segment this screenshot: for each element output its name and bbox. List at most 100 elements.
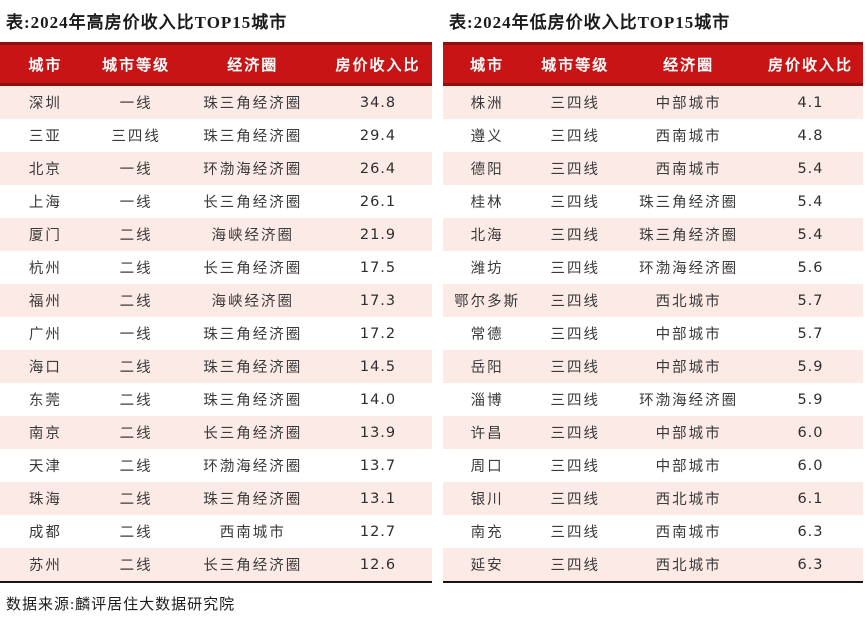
table-cell: 三四线 (550, 327, 601, 343)
table-row: 岳阳 三四线 中部城市 5.9 (443, 350, 863, 383)
table-row: 福州 二线 海峡经济圈 17.3 (0, 284, 432, 317)
table-cell: 桂林 (470, 195, 504, 211)
table-cell: 三四线 (550, 294, 601, 310)
table-cell: 三四线 (550, 261, 601, 277)
table-row: 成都 二线 西南城市 12.7 (0, 515, 432, 548)
table-cell: 岳阳 (470, 360, 504, 376)
table-row: 淄博 三四线 环渤海经济圈 5.9 (443, 383, 863, 416)
table-row: 天津 二线 环渤海经济圈 13.7 (0, 449, 432, 482)
table-cell: 一线 (119, 162, 153, 178)
table-cell: 西南城市 (655, 129, 722, 145)
header-row: 城市 城市等级 经济圈 房价收入比 (0, 42, 432, 86)
table-cell: 上海 (28, 195, 62, 211)
table-row: 延安 三四线 西北城市 6.3 (443, 548, 863, 581)
table-row: 深圳 一线 珠三角经济圈 34.8 (0, 86, 432, 119)
table-cell: 珠三角经济圈 (203, 327, 303, 343)
table-row: 北京 一线 环渤海经济圈 26.4 (0, 152, 432, 185)
table-cell: 许昌 (470, 426, 504, 442)
table-cell: 长三角经济圈 (203, 261, 303, 277)
header-row: 城市 城市等级 经济圈 房价收入比 (443, 42, 863, 86)
table-cell: 福州 (28, 294, 62, 310)
table-cell: 5.9 (797, 391, 824, 408)
table-cell: 三亚 (28, 129, 62, 145)
table-cell: 一线 (119, 195, 153, 211)
table-cell: 南充 (470, 525, 504, 541)
table-cell: 12.6 (359, 556, 397, 573)
table-cell: 三四线 (550, 459, 601, 475)
table-cell: 西北城市 (655, 558, 722, 574)
table-cell: 环渤海经济圈 (639, 261, 739, 277)
column-header: 经济圈 (181, 42, 324, 86)
table-cell: 5.6 (797, 259, 824, 276)
table-cell: 银川 (470, 492, 504, 508)
table-cell: 珠三角经济圈 (203, 393, 303, 409)
table-cell: 29.4 (359, 127, 397, 144)
table-cell: 延安 (470, 558, 504, 574)
column-header: 经济圈 (619, 42, 758, 86)
table-cell: 17.3 (359, 292, 397, 309)
table-cell: 珠三角经济圈 (203, 96, 303, 112)
table-cell: 6.3 (797, 523, 824, 540)
table-cell: 东莞 (28, 393, 62, 409)
table-cell: 株洲 (470, 96, 504, 112)
table-cell: 二线 (119, 360, 153, 376)
table-row: 北海 三四线 珠三角经济圈 5.4 (443, 218, 863, 251)
table-title-low-ratio: 表:2024年低房价收入比TOP15城市 (449, 13, 731, 32)
table-cell: 珠三角经济圈 (203, 360, 303, 376)
table-row: 三亚 三四线 珠三角经济圈 29.4 (0, 119, 432, 152)
table-cell: 西北城市 (655, 492, 722, 508)
table-cell: 34.8 (359, 94, 397, 111)
table-cell: 5.9 (797, 358, 824, 375)
table-row: 德阳 三四线 西南城市 5.4 (443, 152, 863, 185)
table-cell: 遵义 (470, 129, 504, 145)
table-cell: 长三角经济圈 (203, 426, 303, 442)
table-cell: 海峡经济圈 (211, 294, 294, 310)
table-cell: 成都 (28, 525, 62, 541)
table-cell: 北京 (28, 162, 62, 178)
table-cell: 二线 (119, 492, 153, 508)
table-cell: 26.1 (359, 193, 397, 210)
table-cell: 厦门 (28, 228, 62, 244)
table-cell: 长三角经济圈 (203, 195, 303, 211)
table-cell: 中部城市 (655, 360, 722, 376)
table-cell: 环渤海经济圈 (203, 162, 303, 178)
table-cell: 环渤海经济圈 (203, 459, 303, 475)
table-cell: 海峡经济圈 (211, 228, 294, 244)
table-cell: 淄博 (470, 393, 504, 409)
table-cell: 苏州 (28, 558, 62, 574)
table-cell: 4.1 (797, 94, 824, 111)
table-cell: 三四线 (550, 129, 601, 145)
table-cell: 海口 (28, 360, 62, 376)
table-cell: 西南城市 (655, 162, 722, 178)
table-row: 海口 二线 珠三角经济圈 14.5 (0, 350, 432, 383)
table-cell: 西南城市 (655, 525, 722, 541)
table-row: 南充 三四线 西南城市 6.3 (443, 515, 863, 548)
column-header: 城市 (443, 42, 532, 86)
table-row: 桂林 三四线 珠三角经济圈 5.4 (443, 185, 863, 218)
table-cell: 三四线 (550, 426, 601, 442)
table-cell: 广州 (28, 327, 62, 343)
tables-row: 表:2024年高房价收入比TOP15城市 城市 城市等级 经济圈 房价收入比 深圳 一线珠… (0, 6, 867, 583)
table-cell: 珠三角经济圈 (203, 492, 303, 508)
table-row: 杭州 二线 长三角经济圈 17.5 (0, 251, 432, 284)
table-cell: 潍坊 (470, 261, 504, 277)
table-cell: 周口 (470, 459, 504, 475)
table-cell: 13.1 (359, 490, 397, 507)
table-cell: 17.2 (359, 325, 397, 342)
table-cell: 中部城市 (655, 459, 722, 475)
table-row: 遵义 三四线 西南城市 4.8 (443, 119, 863, 152)
table-cell: 5.7 (797, 292, 824, 309)
table-cell: 深圳 (28, 96, 62, 112)
table-cell: 三四线 (550, 195, 601, 211)
table-row: 株洲 三四线 中部城市 4.1 (443, 86, 863, 119)
table-cell: 二线 (119, 228, 153, 244)
table-block-high-ratio: 表:2024年高房价收入比TOP15城市 城市 城市等级 经济圈 房价收入比 深圳 一线珠… (0, 6, 432, 583)
table-cell: 一线 (119, 96, 153, 112)
table-cell: 常德 (470, 327, 504, 343)
table-cell: 6.3 (797, 556, 824, 573)
table-cell: 杭州 (28, 261, 62, 277)
table-cell: 三四线 (550, 492, 601, 508)
table-cell: 5.4 (797, 160, 824, 177)
table-cell: 中部城市 (655, 426, 722, 442)
